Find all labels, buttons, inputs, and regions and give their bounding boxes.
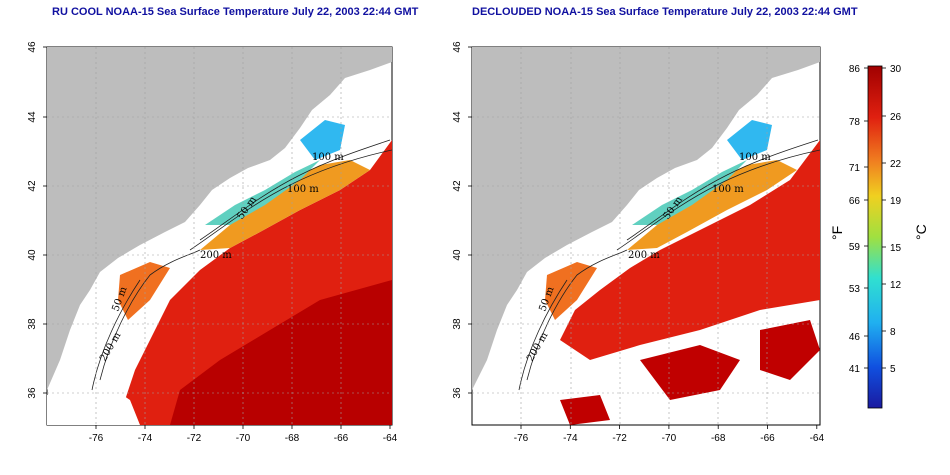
- x-tick-label: -64: [383, 433, 398, 444]
- colorbar-c-label: 5: [890, 364, 896, 375]
- colorbar-c-label: 30: [890, 64, 902, 75]
- sst-hot-region: [170, 280, 392, 425]
- x-axis-ticks-right: -76 -74 -72 -70 -68 -66 -64: [514, 425, 825, 444]
- y-tick-label: 44: [452, 111, 463, 123]
- contour-label: 100 m: [287, 184, 319, 195]
- sst-gulf-maine: [300, 120, 345, 160]
- colorbar-gradient: [867, 65, 883, 409]
- colorbar-c-label: 15: [890, 243, 902, 254]
- x-tick-label: -68: [285, 433, 300, 444]
- sst-south-white: [47, 380, 140, 425]
- y-tick-label: 38: [27, 318, 38, 330]
- colorbar-f-label: 59: [849, 242, 861, 253]
- colorbar-f-label: 53: [849, 284, 861, 295]
- colorbar: 86 78 71 66 59 53 46 41 30 26 22 19 15 12 8 5 °F °C: [829, 64, 929, 409]
- colorbar-c-label: 22: [890, 159, 902, 170]
- x-axis-ticks-left: -76 -74 -72 -70 -68 -66 -64: [89, 425, 398, 444]
- colorbar-c-label: 12: [890, 280, 902, 291]
- x-tick-label: -76: [514, 433, 529, 444]
- y-axis-ticks-right: 36 38 40 42 44 46: [452, 41, 472, 399]
- contour-label: 100 m: [739, 152, 771, 163]
- x-tick-label: -70: [662, 433, 677, 444]
- colorbar-f-label: 71: [849, 163, 861, 174]
- sst-shelf-cool: [632, 160, 747, 225]
- contour-label: 100 m: [312, 152, 344, 163]
- fahrenheit-unit-label: °F: [829, 226, 845, 240]
- y-tick-label: 46: [452, 41, 463, 53]
- sst-warm-region: [560, 140, 820, 360]
- isobath-contours: [91, 139, 392, 391]
- colorbar-celsius-ticks: 30 26 22 19 15 12 8 5: [882, 64, 902, 375]
- map-panel-left: 100 m 100 m 50 m 200 m 50 m 200 m -76 -74…: [27, 41, 398, 444]
- x-tick-label: -64: [810, 433, 825, 444]
- sst-shelf-cool: [205, 160, 320, 225]
- colorbar-f-label: 86: [849, 64, 861, 75]
- x-tick-label: -72: [612, 433, 627, 444]
- y-tick-label: 42: [27, 180, 38, 192]
- x-tick-label: -76: [89, 433, 104, 444]
- map-panel-right: 100 m 100 m 50 m 200 m 50 m 200 m -76 -74…: [452, 41, 824, 444]
- y-tick-label: 44: [27, 111, 38, 123]
- colorbar-c-label: 26: [890, 112, 902, 123]
- colorbar-fahrenheit-ticks: 86 78 71 66 59 53 46 41: [849, 64, 868, 375]
- colorbar-f-label: 66: [849, 196, 861, 207]
- land-mass: [47, 47, 392, 390]
- sst-shelf-mid: [627, 160, 797, 250]
- celsius-unit-label: °C: [913, 224, 929, 240]
- x-tick-label: -68: [711, 433, 726, 444]
- colorbar-c-label: 8: [890, 327, 896, 338]
- x-tick-label: -66: [334, 433, 349, 444]
- y-tick-label: 36: [27, 387, 38, 399]
- contour-label: 200 m: [628, 250, 660, 261]
- y-axis-ticks-left: 36 38 40 42 44 46: [27, 41, 47, 399]
- sst-gulf-maine: [727, 120, 772, 160]
- sst-shelf-mid: [200, 160, 370, 250]
- colorbar-f-label: 78: [849, 117, 861, 128]
- x-tick-label: -72: [187, 433, 202, 444]
- contour-label: 100 m: [712, 184, 744, 195]
- isobath-contours: [518, 139, 820, 391]
- sst-coastal-orange: [118, 262, 170, 320]
- x-tick-label: -74: [563, 433, 578, 444]
- contour-label: 200 m: [200, 250, 232, 261]
- colorbar-f-label: 41: [849, 364, 861, 375]
- sst-coastal-orange: [545, 262, 597, 320]
- colorbar-f-label: 46: [849, 332, 861, 343]
- x-tick-label: -66: [760, 433, 775, 444]
- x-tick-label: -70: [236, 433, 251, 444]
- sst-hot-patches: [560, 320, 820, 425]
- y-tick-label: 46: [27, 41, 38, 53]
- land-mass: [472, 47, 820, 390]
- panel-title-right: DECLOUDED NOAA-15 Sea Surface Temperatur…: [472, 6, 858, 18]
- colorbar-c-label: 19: [890, 196, 902, 207]
- y-tick-label: 38: [452, 318, 463, 330]
- y-tick-label: 36: [452, 387, 463, 399]
- y-tick-label: 42: [452, 180, 463, 192]
- panel-title-left: RU COOL NOAA-15 Sea Surface Temperature …: [52, 6, 419, 18]
- y-tick-label: 40: [452, 249, 463, 261]
- x-tick-label: -74: [138, 433, 153, 444]
- y-tick-label: 40: [27, 249, 38, 261]
